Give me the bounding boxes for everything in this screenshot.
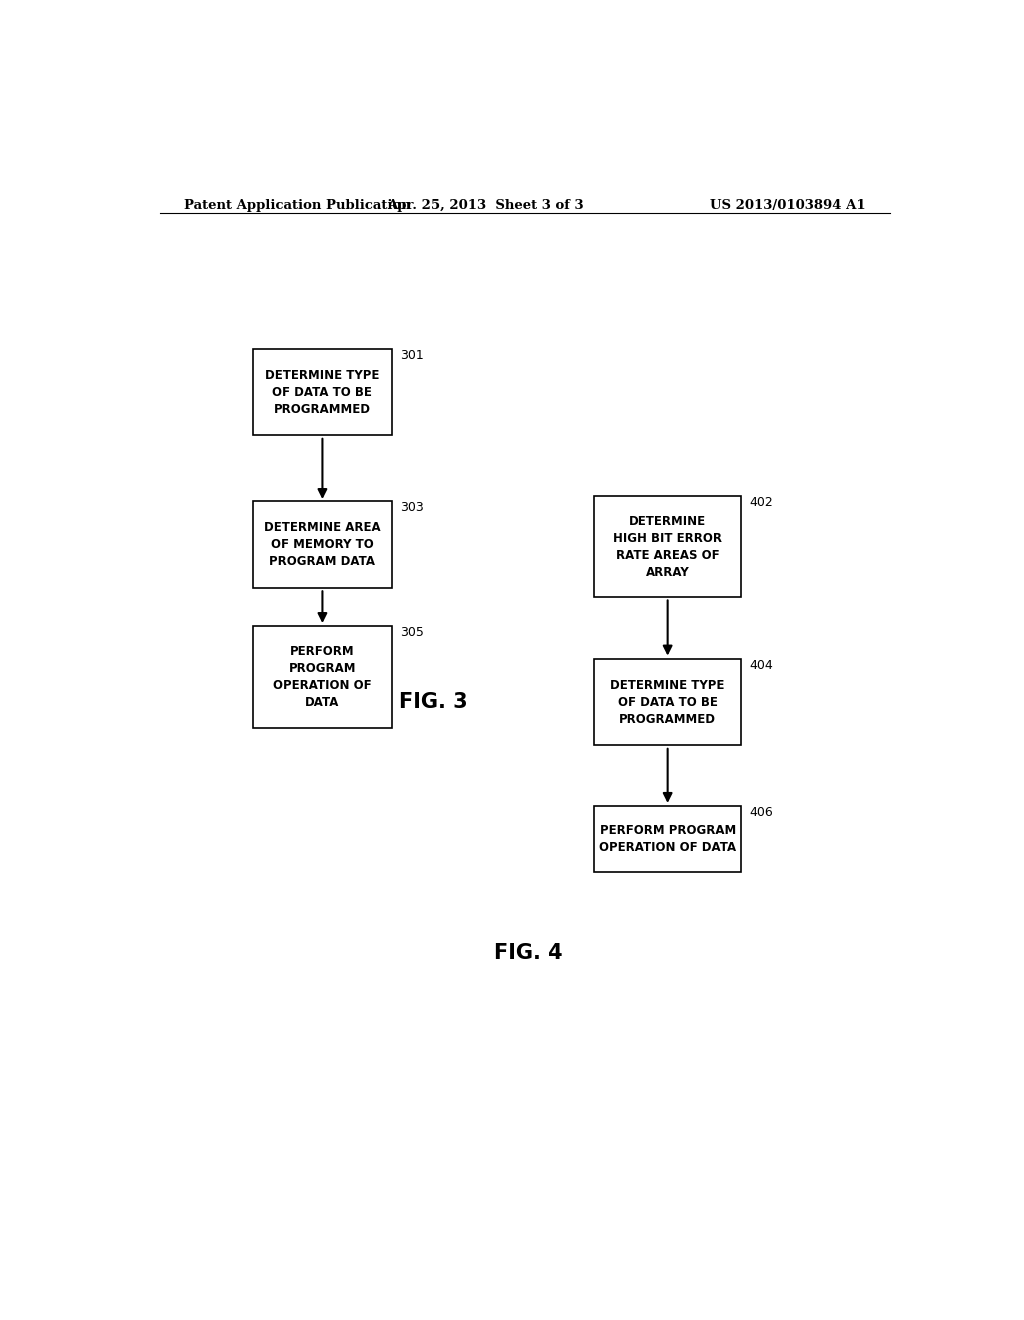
- Text: DETERMINE
HIGH BIT ERROR
RATE AREAS OF
ARRAY: DETERMINE HIGH BIT ERROR RATE AREAS OF A…: [613, 515, 722, 578]
- Text: DETERMINE TYPE
OF DATA TO BE
PROGRAMMED: DETERMINE TYPE OF DATA TO BE PROGRAMMED: [610, 678, 725, 726]
- Text: Apr. 25, 2013  Sheet 3 of 3: Apr. 25, 2013 Sheet 3 of 3: [387, 198, 584, 211]
- Bar: [594, 496, 741, 598]
- Text: Patent Application Publication: Patent Application Publication: [183, 198, 411, 211]
- Text: 406: 406: [749, 807, 773, 820]
- Text: FIG. 3: FIG. 3: [399, 692, 468, 713]
- Text: 301: 301: [399, 348, 424, 362]
- Text: 303: 303: [399, 502, 424, 515]
- Text: US 2013/0103894 A1: US 2013/0103894 A1: [711, 198, 866, 211]
- Bar: [594, 659, 741, 746]
- Text: 404: 404: [749, 659, 773, 672]
- Text: PERFORM PROGRAM
OPERATION OF DATA: PERFORM PROGRAM OPERATION OF DATA: [599, 825, 736, 854]
- Text: DETERMINE TYPE
OF DATA TO BE
PROGRAMMED: DETERMINE TYPE OF DATA TO BE PROGRAMMED: [265, 368, 380, 416]
- Text: 402: 402: [749, 496, 773, 508]
- Text: 305: 305: [399, 626, 424, 639]
- Bar: [253, 502, 392, 587]
- Text: PERFORM
PROGRAM
OPERATION OF
DATA: PERFORM PROGRAM OPERATION OF DATA: [273, 644, 372, 709]
- Bar: [594, 807, 741, 873]
- Text: DETERMINE AREA
OF MEMORY TO
PROGRAM DATA: DETERMINE AREA OF MEMORY TO PROGRAM DATA: [264, 521, 381, 568]
- Bar: [253, 348, 392, 436]
- Text: FIG. 4: FIG. 4: [495, 944, 563, 964]
- Bar: [253, 626, 392, 727]
